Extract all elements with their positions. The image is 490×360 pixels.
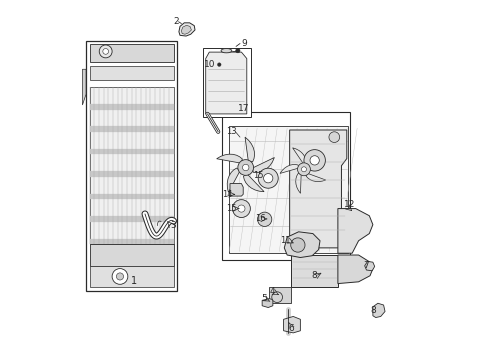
Polygon shape (90, 66, 173, 80)
Circle shape (264, 174, 273, 183)
Circle shape (258, 212, 272, 226)
Text: 1: 1 (131, 276, 137, 286)
Circle shape (112, 269, 128, 284)
Polygon shape (365, 261, 375, 271)
Polygon shape (90, 104, 173, 109)
Circle shape (238, 159, 253, 175)
Circle shape (329, 132, 340, 143)
Polygon shape (309, 152, 321, 169)
Polygon shape (82, 69, 86, 105)
Bar (86, 41, 177, 291)
Circle shape (99, 45, 112, 58)
Circle shape (103, 49, 109, 54)
Text: 14: 14 (222, 190, 232, 199)
Text: 17: 17 (238, 104, 250, 113)
Text: 15: 15 (226, 204, 237, 213)
Circle shape (117, 273, 123, 280)
Circle shape (232, 200, 250, 217)
Circle shape (304, 150, 325, 171)
Polygon shape (90, 87, 173, 244)
Polygon shape (90, 126, 173, 132)
Polygon shape (306, 173, 326, 181)
Polygon shape (217, 154, 243, 163)
Polygon shape (90, 194, 173, 199)
Text: 7: 7 (363, 261, 368, 270)
Text: 6: 6 (288, 324, 294, 333)
Polygon shape (90, 266, 173, 287)
Circle shape (236, 49, 240, 53)
Polygon shape (284, 232, 320, 257)
Polygon shape (227, 168, 240, 193)
Polygon shape (296, 174, 301, 193)
Polygon shape (244, 174, 264, 192)
Ellipse shape (221, 49, 232, 53)
Circle shape (297, 163, 310, 176)
Polygon shape (90, 44, 173, 62)
Text: 12: 12 (343, 200, 355, 209)
Text: 16: 16 (255, 214, 266, 223)
Circle shape (310, 156, 319, 165)
Text: 2: 2 (173, 17, 179, 26)
Text: 11: 11 (280, 236, 291, 245)
Circle shape (291, 238, 305, 252)
Polygon shape (252, 157, 274, 173)
Text: 15: 15 (253, 171, 264, 180)
Polygon shape (206, 52, 247, 114)
Text: 5: 5 (262, 294, 267, 303)
Bar (203, 48, 251, 117)
Bar (222, 112, 350, 260)
Polygon shape (373, 303, 385, 318)
Polygon shape (284, 316, 300, 333)
Text: 8: 8 (370, 306, 376, 315)
Polygon shape (292, 255, 338, 287)
Circle shape (301, 167, 306, 172)
Circle shape (238, 205, 245, 212)
Text: 8: 8 (312, 271, 317, 280)
Polygon shape (270, 287, 292, 303)
Polygon shape (90, 171, 173, 177)
Polygon shape (179, 23, 195, 36)
Polygon shape (90, 239, 173, 244)
Polygon shape (290, 130, 347, 248)
Circle shape (258, 168, 278, 188)
Polygon shape (338, 255, 373, 284)
Polygon shape (245, 137, 254, 162)
Text: 4: 4 (270, 287, 275, 296)
Text: 10: 10 (203, 60, 215, 69)
Text: 3: 3 (170, 221, 176, 230)
Circle shape (218, 63, 221, 66)
Polygon shape (262, 298, 273, 307)
Polygon shape (280, 165, 299, 174)
Circle shape (272, 292, 283, 302)
Text: 13: 13 (226, 127, 237, 136)
Polygon shape (181, 25, 192, 34)
Polygon shape (90, 216, 173, 222)
Polygon shape (230, 184, 243, 196)
Polygon shape (229, 126, 348, 253)
Text: 9: 9 (241, 39, 247, 48)
Polygon shape (90, 244, 173, 266)
Polygon shape (90, 149, 173, 154)
Circle shape (243, 164, 249, 171)
Polygon shape (338, 208, 373, 253)
Polygon shape (293, 148, 306, 164)
